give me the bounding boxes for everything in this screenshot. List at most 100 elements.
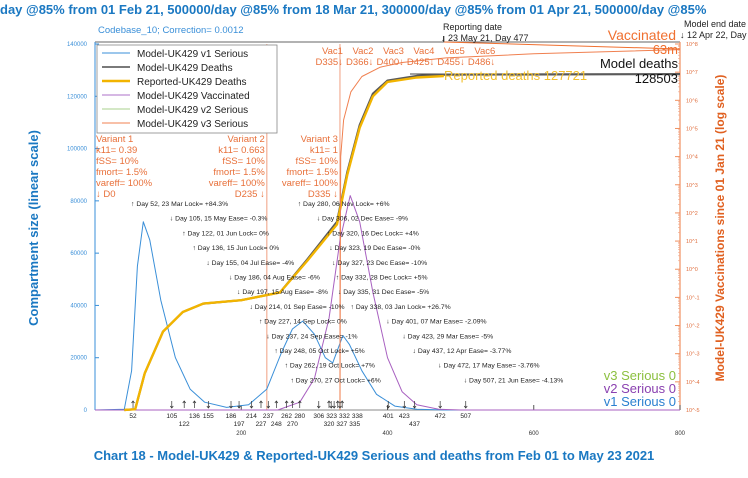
arrow-down-icon [329,401,333,409]
y-tick-label: 120000 [67,94,88,100]
model-deaths-value: 128503 [635,71,678,86]
series-model-uk429-v2-serious [95,195,680,411]
variant-label: fSS= 10% [222,156,265,167]
intervention-day: 437 [409,421,420,428]
intervention-label: ↑ Day 338, 03 Jan Lock= +26.7% [351,304,451,311]
intervention-arrow: ↓ [386,319,389,326]
y-tick-label: 20000 [70,356,87,362]
arrow-up-icon [192,400,197,408]
variant-label: D235 ↓ [235,189,265,200]
model-end-label: Model end date [684,19,746,29]
legend-item: Model-UK429 v1 Serious [137,49,248,60]
vaccinated-line [443,41,681,50]
arrow-up-icon [335,400,340,408]
x-tick-label: 600 [529,431,540,437]
arrow-down-icon [229,401,233,409]
vaccination-day: D400↓ [376,57,403,68]
intervention-day: 332 [339,413,350,420]
variant-label: fmort= 1.5% [213,167,265,178]
model-end-date: ↓ 12 Apr 22, Day 800 [680,30,748,40]
v2-serious-label: v2 Serious 0 [604,381,676,396]
legend-item: Model-UK429 v3 Serious [137,119,248,130]
intervention-arrow: ↓ [170,216,173,223]
intervention-arrow: ↑ [290,377,293,384]
variant-label: fmort= 1.5% [96,167,148,178]
y-tick-label: 0 [84,408,88,414]
arrow-up-icon [327,400,331,408]
intervention-day: 507 [460,413,471,420]
intervention-label: ↑ Day 270, 27 Oct Lock= +6% [290,377,380,384]
intervention-label: ↓ Day 186, 04 Aug Ease= -6% [229,275,320,282]
intervention-text: Day 335, 31 Dec Ease= -5% [343,289,429,296]
vaccinated-value: 63m [653,42,678,57]
intervention-label: ↓ Day 105, 15 May Ease= -0.3% [170,216,268,223]
variant-label: Variant 3 [301,134,338,145]
legend-box [96,44,278,134]
intervention-label: ↓ Day 197, 15 Aug Ease= -8% [237,289,328,296]
intervention-text: Day 237, 24 Sep Ease= -1% [272,333,358,340]
series-layer [94,41,681,412]
variant-label: k11= 0.39 [96,145,137,156]
intervention-day: 214 [246,413,257,420]
vaccination-day: D366↓ [346,57,373,68]
arrow-down-icon [266,401,271,409]
y2-tick-label: 10^-5 [686,408,700,414]
intervention-text: Day 155, 04 Jul Ease= -4% [212,260,295,267]
intervention-day: 237 [263,413,274,420]
intervention-label: ↓ Day 472, 17 May Ease= -3.76% [438,363,539,370]
vaccination-day: D425↓ [407,57,434,68]
legend: Model-UK429 v1 Serious Model-UK429 Deaths… [96,44,278,134]
arrow-down-icon [249,401,254,409]
intervention-text: Day 52, 23 Mar Lock= +84.3% [136,201,228,208]
intervention-day: 423 [399,413,410,420]
arrow-down-icon [463,401,468,409]
intervention-day: 335 [349,421,360,428]
intervention-day: 280 [294,413,305,420]
intervention-text: Day 186, 04 Aug Ease= -6% [234,275,320,282]
intervention-label: ↓ Day 327, 23 Dec Ease= -10% [332,260,427,267]
intervention-day: 262 [281,413,292,420]
intervention-text: Day 423, 29 Mar Ease= -5% [408,333,494,340]
intervention-arrow: ↓ [206,260,209,267]
y2-tick-label: 10^0 [686,267,698,273]
intervention-text: Day 214, 01 Sep Ease= -10% [255,304,345,311]
intervention-text: Day 306, 02 Dec Ease= -9% [322,216,408,223]
variant-label: vareff= 100% [96,178,153,189]
arrow-down-icon [316,401,321,409]
reporting-date: ↓ 23 May 21, Day 477 [441,33,529,43]
intervention-day: 136 [189,413,200,420]
intervention-text: Day 197, 15 Aug Ease= -8% [242,289,328,296]
y2-tick-label: 10^-2 [686,324,700,330]
intervention-label: ↓ Day 306, 02 Dec Ease= -9% [317,216,408,223]
x-tick-label: 200 [236,431,247,437]
intervention-arrow: ↓ [249,304,252,311]
intervention-day: 186 [226,413,237,420]
y2-tick-label: 10^-1 [686,295,700,301]
series-model-uk429-v1-serious [94,221,680,411]
intervention-arrow: ↑ [192,245,195,252]
y2-tick-label: 10^4 [686,155,698,161]
intervention-label: ↓ Day 437, 12 Apr Ease= -3.77% [413,348,512,355]
intervention-label: ↑ Day 122, 01 Jun Lock= 0% [182,230,269,237]
y2-tick-label: 10^3 [686,183,698,189]
intervention-arrow: ↓ [237,289,240,296]
legend-item: Model-UK429 Deaths [137,63,233,74]
y2-axis-label: Model-UK429 Vaccinations since 01 Jan 21… [713,75,727,382]
intervention-arrow: ↑ [259,319,262,326]
intervention-label: ↓ Day 423, 29 Mar Ease= -5% [402,333,493,340]
arrow-down-icon [438,401,442,409]
intervention-arrow: ↑ [285,363,288,370]
arrow-down-icon [206,401,211,409]
intervention-day: 270 [287,421,298,428]
reporting-date-label: Reporting date [443,22,502,32]
top-title: day @85% from 01 Feb 21, 500000/day @85%… [0,2,707,17]
intervention-label: ↓ Day 401, 07 Mar Ease= -2.09% [386,319,486,326]
arrow-down-icon [402,401,407,409]
y-tick-label: 140000 [67,42,88,48]
arrow-down-icon [237,401,241,409]
series-model-uk429-vaccinated [339,49,681,411]
series-reported-uk429-deaths [124,74,444,412]
intervention-text: Day 270, 27 Oct Lock= +6% [296,377,381,384]
intervention-arrow: ↓ [329,245,332,252]
